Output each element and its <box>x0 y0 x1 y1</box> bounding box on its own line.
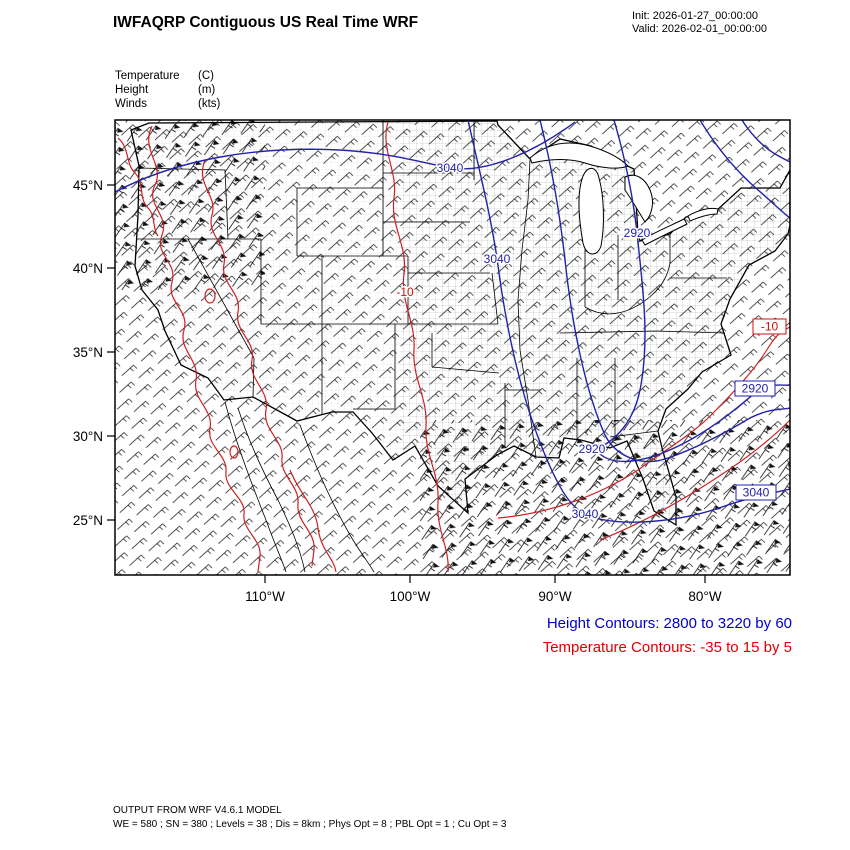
footer-model-line: OUTPUT FROM WRF V4.6.1 MODEL <box>113 805 282 816</box>
temperature-contour-closed-low <box>229 445 239 459</box>
footer-config-line: WE = 580 ; SN = 380 ; Levels = 38 ; Dis … <box>113 819 507 830</box>
legend-field-unit: (kts) <box>198 98 221 110</box>
lake-michigan <box>578 167 604 255</box>
lat-axis-label: 30°N <box>73 429 103 444</box>
contour-label: 2920 <box>624 226 651 240</box>
page-title: IWFAQRP Contiguous US Real Time WRF <box>113 14 418 31</box>
longitude-axis: 110°W 100°W 90°W 80°W <box>245 575 722 604</box>
contour-label: 2920 <box>742 382 769 396</box>
valid-time: Valid: 2026-02-01_00:00:00 <box>632 23 767 35</box>
contour-label: -10 <box>761 320 779 334</box>
mexico-coastlines <box>224 401 375 573</box>
height-contour-ne-inner <box>741 120 790 163</box>
lake-superior <box>529 142 629 169</box>
contour-label: 2920 <box>579 442 606 456</box>
temperature-contour <box>117 137 159 237</box>
contour-label-box <box>735 484 777 501</box>
temperature-contour <box>201 159 315 567</box>
temperature-contour <box>148 125 261 573</box>
temperature-contour <box>289 469 337 573</box>
latitude-axis: 45°N 40°N 35°N 30°N 25°N <box>73 178 115 528</box>
temperature-contour-caption: Temperature Contours: -35 to 15 by 5 <box>543 639 792 656</box>
great-lakes <box>529 142 719 255</box>
height-contour-3040-nw <box>115 121 576 193</box>
contour-label: -10 <box>396 285 414 299</box>
temperature-contour-closed-low <box>204 288 216 304</box>
height-contours <box>115 120 790 523</box>
legend-field-name: Winds <box>115 98 147 110</box>
height-contour-2920 <box>594 120 790 463</box>
contour-label: 3040 <box>484 252 511 266</box>
field-legend: Temperature (C) Height (m) Winds (kts) <box>115 70 221 110</box>
height-contour-2980 <box>539 120 790 463</box>
legend-field-unit: (m) <box>198 84 215 96</box>
temperature-contour-minus10 <box>385 121 449 573</box>
init-time: Init: 2026-01-27_00:00:00 <box>632 10 758 22</box>
lat-axis-label: 25°N <box>73 513 103 528</box>
legend-field-name: Height <box>115 84 149 96</box>
contour-label: 3040 <box>743 486 770 500</box>
legend-field-unit: (C) <box>198 70 214 82</box>
lake-ontario <box>687 207 719 222</box>
lake-erie <box>641 218 688 246</box>
contour-labels: 3040 2920 3040 -10 2920 -10 2920 3040 30… <box>395 160 787 523</box>
height-contour-ne <box>699 120 790 219</box>
height-contour-caption: Height Contours: 2800 to 3220 by 60 <box>547 615 792 632</box>
legend-field-name: Temperature <box>115 70 180 82</box>
contour-label: 3040 <box>572 507 599 521</box>
map-frame <box>114 119 791 576</box>
contour-label-box <box>752 318 787 335</box>
contour-label-box <box>734 380 776 397</box>
temperature-contour <box>599 419 790 541</box>
lon-axis-label: 110°W <box>245 589 285 604</box>
temperature-contour <box>497 326 790 519</box>
longitude-ticks <box>264 575 706 583</box>
temperature-contours <box>117 121 790 573</box>
lon-axis-label: 90°W <box>538 589 571 604</box>
lat-axis-label: 45°N <box>73 178 103 193</box>
contour-label: 3040 <box>437 161 464 175</box>
lat-axis-label: 35°N <box>73 345 103 360</box>
map-body: 3040 2920 3040 -10 2920 -10 2920 3040 30… <box>115 120 790 575</box>
height-contour-3040-trough <box>467 120 790 523</box>
state-borders <box>137 120 727 458</box>
lat-axis-label: 40°N <box>73 261 103 276</box>
lon-axis-label: 80°W <box>688 589 721 604</box>
latitude-ticks <box>107 184 115 521</box>
lon-axis-label: 100°W <box>390 589 431 604</box>
